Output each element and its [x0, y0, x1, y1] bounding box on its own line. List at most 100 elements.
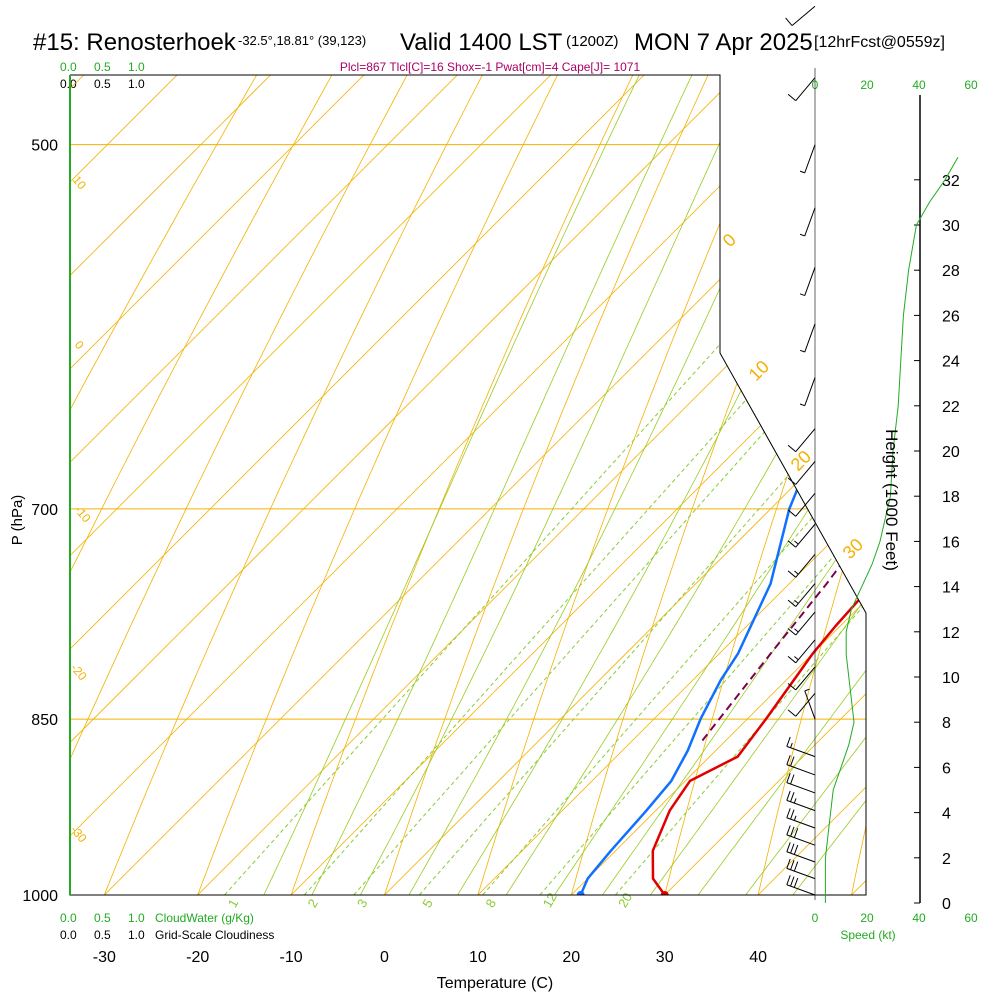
barb-flag — [786, 842, 791, 852]
height-axis-label: Height (1000 Feet) — [882, 429, 901, 571]
barb-shaft — [786, 834, 816, 846]
height-tick-label: 22 — [942, 399, 960, 416]
station-title: #15: Renosterhoek — [33, 29, 237, 56]
cloudiness-tick-top: 0.5 — [94, 77, 111, 91]
moist-adiabat — [284, 75, 866, 895]
speed-tick-top: 60 — [964, 78, 978, 92]
dry-adiabat — [556, 75, 866, 895]
height-tick-label: 20 — [942, 444, 960, 461]
barb-flag — [785, 17, 793, 26]
barb-shaft — [804, 323, 816, 353]
wind-barb — [786, 875, 816, 896]
barb-flag — [786, 773, 791, 783]
wind-barb — [787, 639, 816, 664]
height-tick-label: 28 — [942, 263, 960, 280]
wind-barb — [787, 523, 816, 548]
height-tick-label: 24 — [942, 354, 960, 371]
wind-barb — [786, 825, 816, 846]
isotherm — [70, 75, 866, 895]
barb-shaft — [786, 867, 816, 880]
barb-flag — [790, 774, 795, 785]
temperature-tick-label: -10 — [280, 949, 303, 966]
speed-tick-bottom: 40 — [912, 911, 926, 925]
barb-flag — [786, 790, 791, 801]
zulu-time: (1200Z) — [566, 33, 619, 50]
wind-barb — [799, 377, 816, 407]
cloudwater-tick-top: 0.0 — [60, 60, 77, 74]
barb-half-flag — [799, 293, 805, 297]
barb-flag — [790, 809, 795, 820]
wind-barb — [786, 755, 816, 776]
speed-axis-label: Speed (kt) — [840, 928, 895, 942]
barb-flag — [787, 683, 797, 691]
barb-shaft — [795, 692, 816, 717]
height-tick-label: 10 — [942, 670, 960, 687]
wind-barb — [787, 583, 816, 607]
dry-adiabat — [70, 75, 765, 895]
barb-flag — [786, 736, 791, 747]
wind-barb — [799, 207, 816, 237]
barb-flag — [790, 792, 795, 802]
barb-shaft — [795, 611, 816, 636]
height-tick-label: 32 — [942, 173, 960, 190]
temperature-tick-label: 20 — [562, 949, 580, 966]
barb-flag — [793, 877, 799, 888]
barb-flag — [787, 656, 797, 664]
barb-flag — [787, 477, 797, 485]
cloudwater-tick-bottom: 0.0 — [60, 911, 77, 925]
pressure-tick-label: 700 — [31, 502, 58, 519]
barb-shaft — [795, 461, 816, 485]
barb-flag — [790, 860, 795, 870]
dry-adiabat — [272, 75, 866, 895]
isotherm — [70, 75, 866, 895]
cloudiness-tick-bottom: 0.0 — [60, 928, 77, 942]
barb-half-flag — [794, 540, 799, 545]
barb-shaft — [795, 554, 816, 578]
temperature-profile — [651, 75, 866, 895]
barb-shaft — [786, 799, 816, 812]
barb-shaft — [804, 144, 816, 174]
height-profile — [824, 156, 959, 903]
speed-tick-bottom: 20 — [860, 911, 874, 925]
wind-barb — [799, 323, 816, 353]
mixing-ratio-line — [224, 75, 866, 895]
barb-half-flag — [793, 798, 797, 804]
barb-shaft — [795, 77, 816, 101]
barb-shaft — [786, 884, 816, 896]
barb-flag — [786, 755, 791, 765]
barb-shaft — [795, 666, 816, 691]
mixing-ratio-line — [539, 75, 866, 895]
barb-half-flag — [794, 599, 799, 604]
barb-flag — [786, 875, 791, 885]
wind-barb — [787, 554, 816, 578]
isotherm — [331, 75, 866, 895]
isotherm — [144, 75, 866, 895]
isotherm — [70, 75, 866, 895]
height-tick-label: 30 — [942, 218, 960, 235]
isotherm — [70, 75, 866, 895]
barb-flag — [787, 570, 797, 578]
wind-barb — [787, 611, 816, 636]
height-tick-label: 2 — [942, 851, 951, 868]
barb-shaft — [795, 523, 816, 548]
isotherm — [424, 75, 866, 895]
height-tick-label: 18 — [942, 489, 960, 506]
barb-flag — [787, 628, 797, 636]
barb-half-flag — [794, 570, 799, 575]
height-tick-label: 4 — [942, 806, 951, 823]
height-tick-label: 16 — [942, 534, 960, 551]
wind-barb — [799, 267, 816, 297]
barb-half-flag — [799, 170, 805, 174]
wind-barb — [786, 842, 816, 863]
x-axis-label: Temperature (C) — [437, 975, 553, 992]
barb-shaft — [786, 817, 816, 829]
barb-flag — [790, 843, 795, 854]
temperature-tick-label: -30 — [93, 949, 116, 966]
dewpoint-surface-dot — [576, 891, 585, 895]
dry-adiabat — [461, 75, 866, 895]
temperature-tick-label: 40 — [749, 949, 767, 966]
cloudwater-tick-bottom: 0.5 — [94, 911, 111, 925]
barb-shaft — [795, 428, 816, 452]
barb-shaft — [786, 851, 816, 863]
barb-shaft — [786, 764, 816, 776]
